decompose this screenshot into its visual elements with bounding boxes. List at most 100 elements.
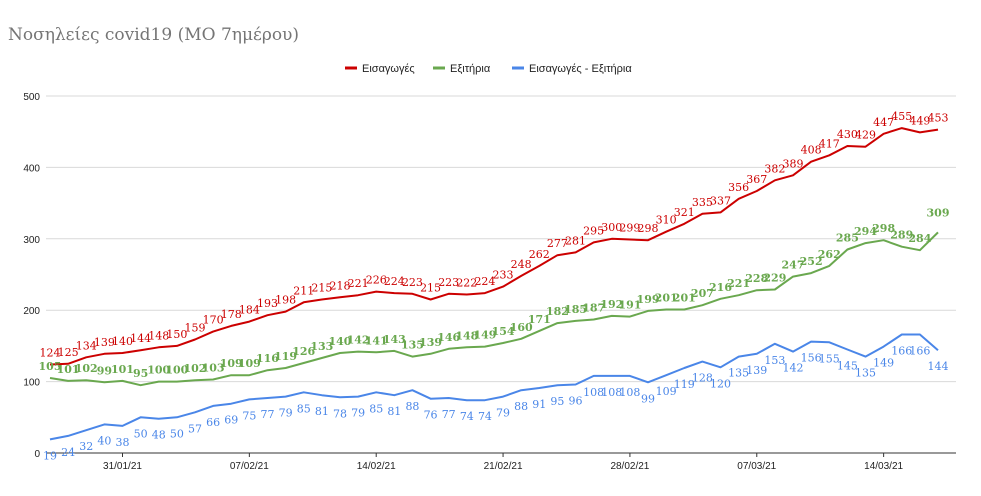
data-label: 224 [474,275,495,288]
data-label: 76 [424,409,438,422]
data-label: 160 [510,321,533,334]
data-label: 166 [909,344,930,357]
data-label: 233 [493,269,514,282]
data-label: 19 [43,449,57,462]
data-label: 50 [170,427,184,440]
data-label: 103 [202,361,225,374]
data-label: 187 [582,301,605,314]
data-label: 309 [927,206,950,219]
data-label: 154 [492,325,515,338]
data-label: 166 [891,344,912,357]
data-label: 247 [782,259,805,272]
data-label: 277 [547,237,568,250]
x-tick-label: 07/03/21 [737,461,776,472]
series-line [49,127,939,366]
data-label: 133 [310,340,333,353]
data-label: 211 [293,284,314,297]
x-tick-label: 14/03/21 [864,461,903,472]
data-label: 229 [763,271,786,284]
data-label: 262 [818,248,841,261]
data-label: 155 [819,352,840,365]
chart-title: Νοσηλείες covid19 (ΜΟ 7ημέρου) [8,25,299,45]
data-label: 119 [674,378,695,391]
data-label: 295 [583,224,604,237]
y-tick-label: 200 [23,306,40,317]
data-label: 69 [224,414,238,427]
data-label: 215 [420,281,441,294]
data-label: 79 [496,407,510,420]
series-line [49,231,939,387]
data-label: 99 [641,392,655,405]
data-label: 139 [94,336,115,349]
legend-label: Εξιτήρια [450,63,491,75]
data-label: 199 [637,293,660,306]
legend-label: Εισαγωγές - Εξιτήρια [529,63,632,75]
data-label: 88 [514,400,528,413]
data-label: 78 [333,407,347,420]
data-label: 252 [800,255,823,268]
data-label: 145 [837,359,858,372]
data-label: 191 [618,299,641,312]
data-label: 102 [75,362,98,375]
y-tick-label: 100 [23,378,40,389]
data-label: 228 [745,272,768,285]
data-label: 182 [546,305,569,318]
data-label: 125 [58,346,79,359]
data-label: 148 [148,329,169,342]
x-tick-label: 07/02/21 [230,461,269,472]
data-label: 453 [928,112,949,125]
data-label: 198 [275,294,296,307]
data-label: 40 [97,434,111,447]
y-tick-label: 500 [23,92,40,103]
data-label: 57 [188,422,202,435]
data-label: 91 [532,398,546,411]
data-label: 226 [366,274,387,287]
series-group [49,127,939,441]
data-label: 74 [478,410,492,423]
data-label: 38 [115,436,129,449]
data-label: 101 [111,363,134,376]
data-label: 193 [257,297,278,310]
data-label: 109 [220,357,243,370]
gridlines [46,95,956,454]
data-label: 135 [855,367,876,380]
data-label: 455 [891,110,912,123]
data-label: 221 [348,277,369,290]
data-label: 148 [455,329,478,342]
data-label: 79 [279,407,293,420]
data-label: 281 [565,234,586,247]
data-label: 337 [710,194,731,207]
data-label: 218 [329,279,350,292]
data-label: 100 [165,364,188,377]
data-label: 171 [528,313,551,326]
data-label: 300 [601,221,622,234]
data-label: 140 [112,335,133,348]
data-label: 299 [619,222,640,235]
data-label: 221 [727,277,750,290]
data-label: 298 [872,222,895,235]
data-label: 85 [297,402,311,415]
data-label: 96 [569,394,583,407]
data-label: 298 [638,222,659,235]
data-label: 184 [239,304,260,317]
data-label: 430 [837,128,858,141]
data-label: 223 [438,276,459,289]
data-label: 321 [674,206,695,219]
data-label: 207 [691,287,714,300]
data-label: 185 [564,303,587,316]
data-label: 140 [328,335,351,348]
data-label: 223 [402,276,423,289]
y-axis-ticks: 0 100 200 300 400 500 [23,92,40,460]
data-label: 120 [710,377,731,390]
data-label: 356 [728,181,749,194]
data-label: 143 [383,333,406,346]
data-label: 142 [783,362,804,375]
data-label: 149 [873,357,894,370]
data-label: 126 [292,345,315,358]
data-label: 116 [256,352,279,365]
data-label: 119 [274,350,297,363]
data-label: 139 [419,336,442,349]
data-label: 108 [583,386,604,399]
data-label: 201 [673,291,696,304]
data-label: 134 [76,339,97,352]
